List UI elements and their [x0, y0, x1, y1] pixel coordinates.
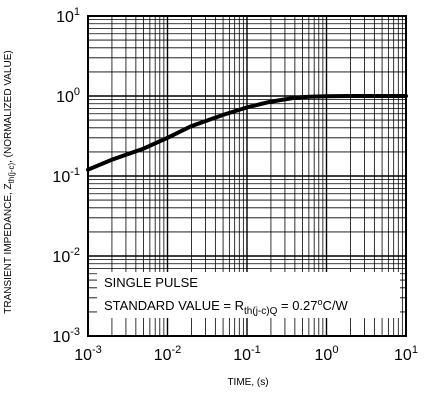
x-axis-label: TIME, (s)	[227, 377, 268, 388]
y-tick-base: 10	[52, 329, 70, 346]
x-tick-label: 10-1	[233, 344, 261, 364]
x-tick-exponent: -1	[251, 344, 261, 356]
x-tick-base: 10	[315, 347, 333, 364]
x-tick-exponent: -2	[172, 344, 182, 356]
x-tick-base: 10	[394, 347, 412, 364]
y-tick-base: 10	[56, 89, 74, 106]
y-axis-label-sub: th(j-c)	[7, 163, 16, 184]
annotation-sub: th(j-c)Q	[244, 306, 278, 317]
y-tick-exponent: -2	[70, 246, 80, 258]
series-line	[86, 94, 408, 172]
annotation-standard-value: STANDARD VALUE = Rth(j-c)Q = 0.27oC/W	[104, 297, 349, 317]
x-tick-label: 10-2	[154, 344, 182, 364]
y-tick-exponent: 0	[74, 86, 80, 98]
x-tick-exponent: 0	[332, 344, 338, 356]
annotation-box	[97, 272, 400, 318]
x-tick-label: 10-3	[74, 344, 102, 364]
x-tick-base: 10	[74, 347, 92, 364]
y-tick-label: 10-1	[52, 166, 80, 186]
plot-frame	[87, 15, 407, 337]
x-tick-labels: 10-3 10-2 10-1 100 101	[74, 344, 418, 364]
y-tick-label: 101	[56, 6, 80, 26]
annotation-degree: o	[318, 297, 323, 307]
y-tick-exponent: 1	[74, 6, 80, 18]
y-tick-base: 10	[52, 249, 70, 266]
annotation-value: = 0.27	[277, 298, 317, 313]
x-tick-exponent: 1	[412, 344, 418, 356]
y-tick-base: 10	[52, 169, 70, 186]
annotation-prefix: STANDARD VALUE = R	[104, 298, 244, 313]
y-tick-base: 10	[56, 9, 74, 26]
y-tick-exponent: -1	[70, 166, 80, 178]
x-tick-label: 101	[394, 344, 418, 364]
y-tick-label: 10-3	[52, 326, 80, 346]
annotation-background	[97, 272, 400, 318]
y-axis-label: TRANSIENT IMPEDANCE, Zth(j-c), (NORMALIZ…	[3, 50, 16, 313]
y-tick-exponent: -3	[70, 326, 80, 338]
x-tick-base: 10	[233, 347, 251, 364]
x-tick-exponent: -3	[92, 344, 102, 356]
y-axis-label-suffix: , (NORMALIZED VALUE)	[3, 50, 14, 163]
x-tick-base: 10	[154, 347, 172, 364]
x-tick-label: 100	[315, 344, 339, 364]
y-tick-label: 10-2	[52, 246, 80, 266]
y-axis-label-main: TRANSIENT IMPEDANCE, Z	[3, 183, 14, 313]
y-tick-label: 100	[56, 86, 80, 106]
annotation-single-pulse: SINGLE PULSE	[104, 275, 198, 290]
annotation-unit: C/W	[323, 298, 349, 313]
